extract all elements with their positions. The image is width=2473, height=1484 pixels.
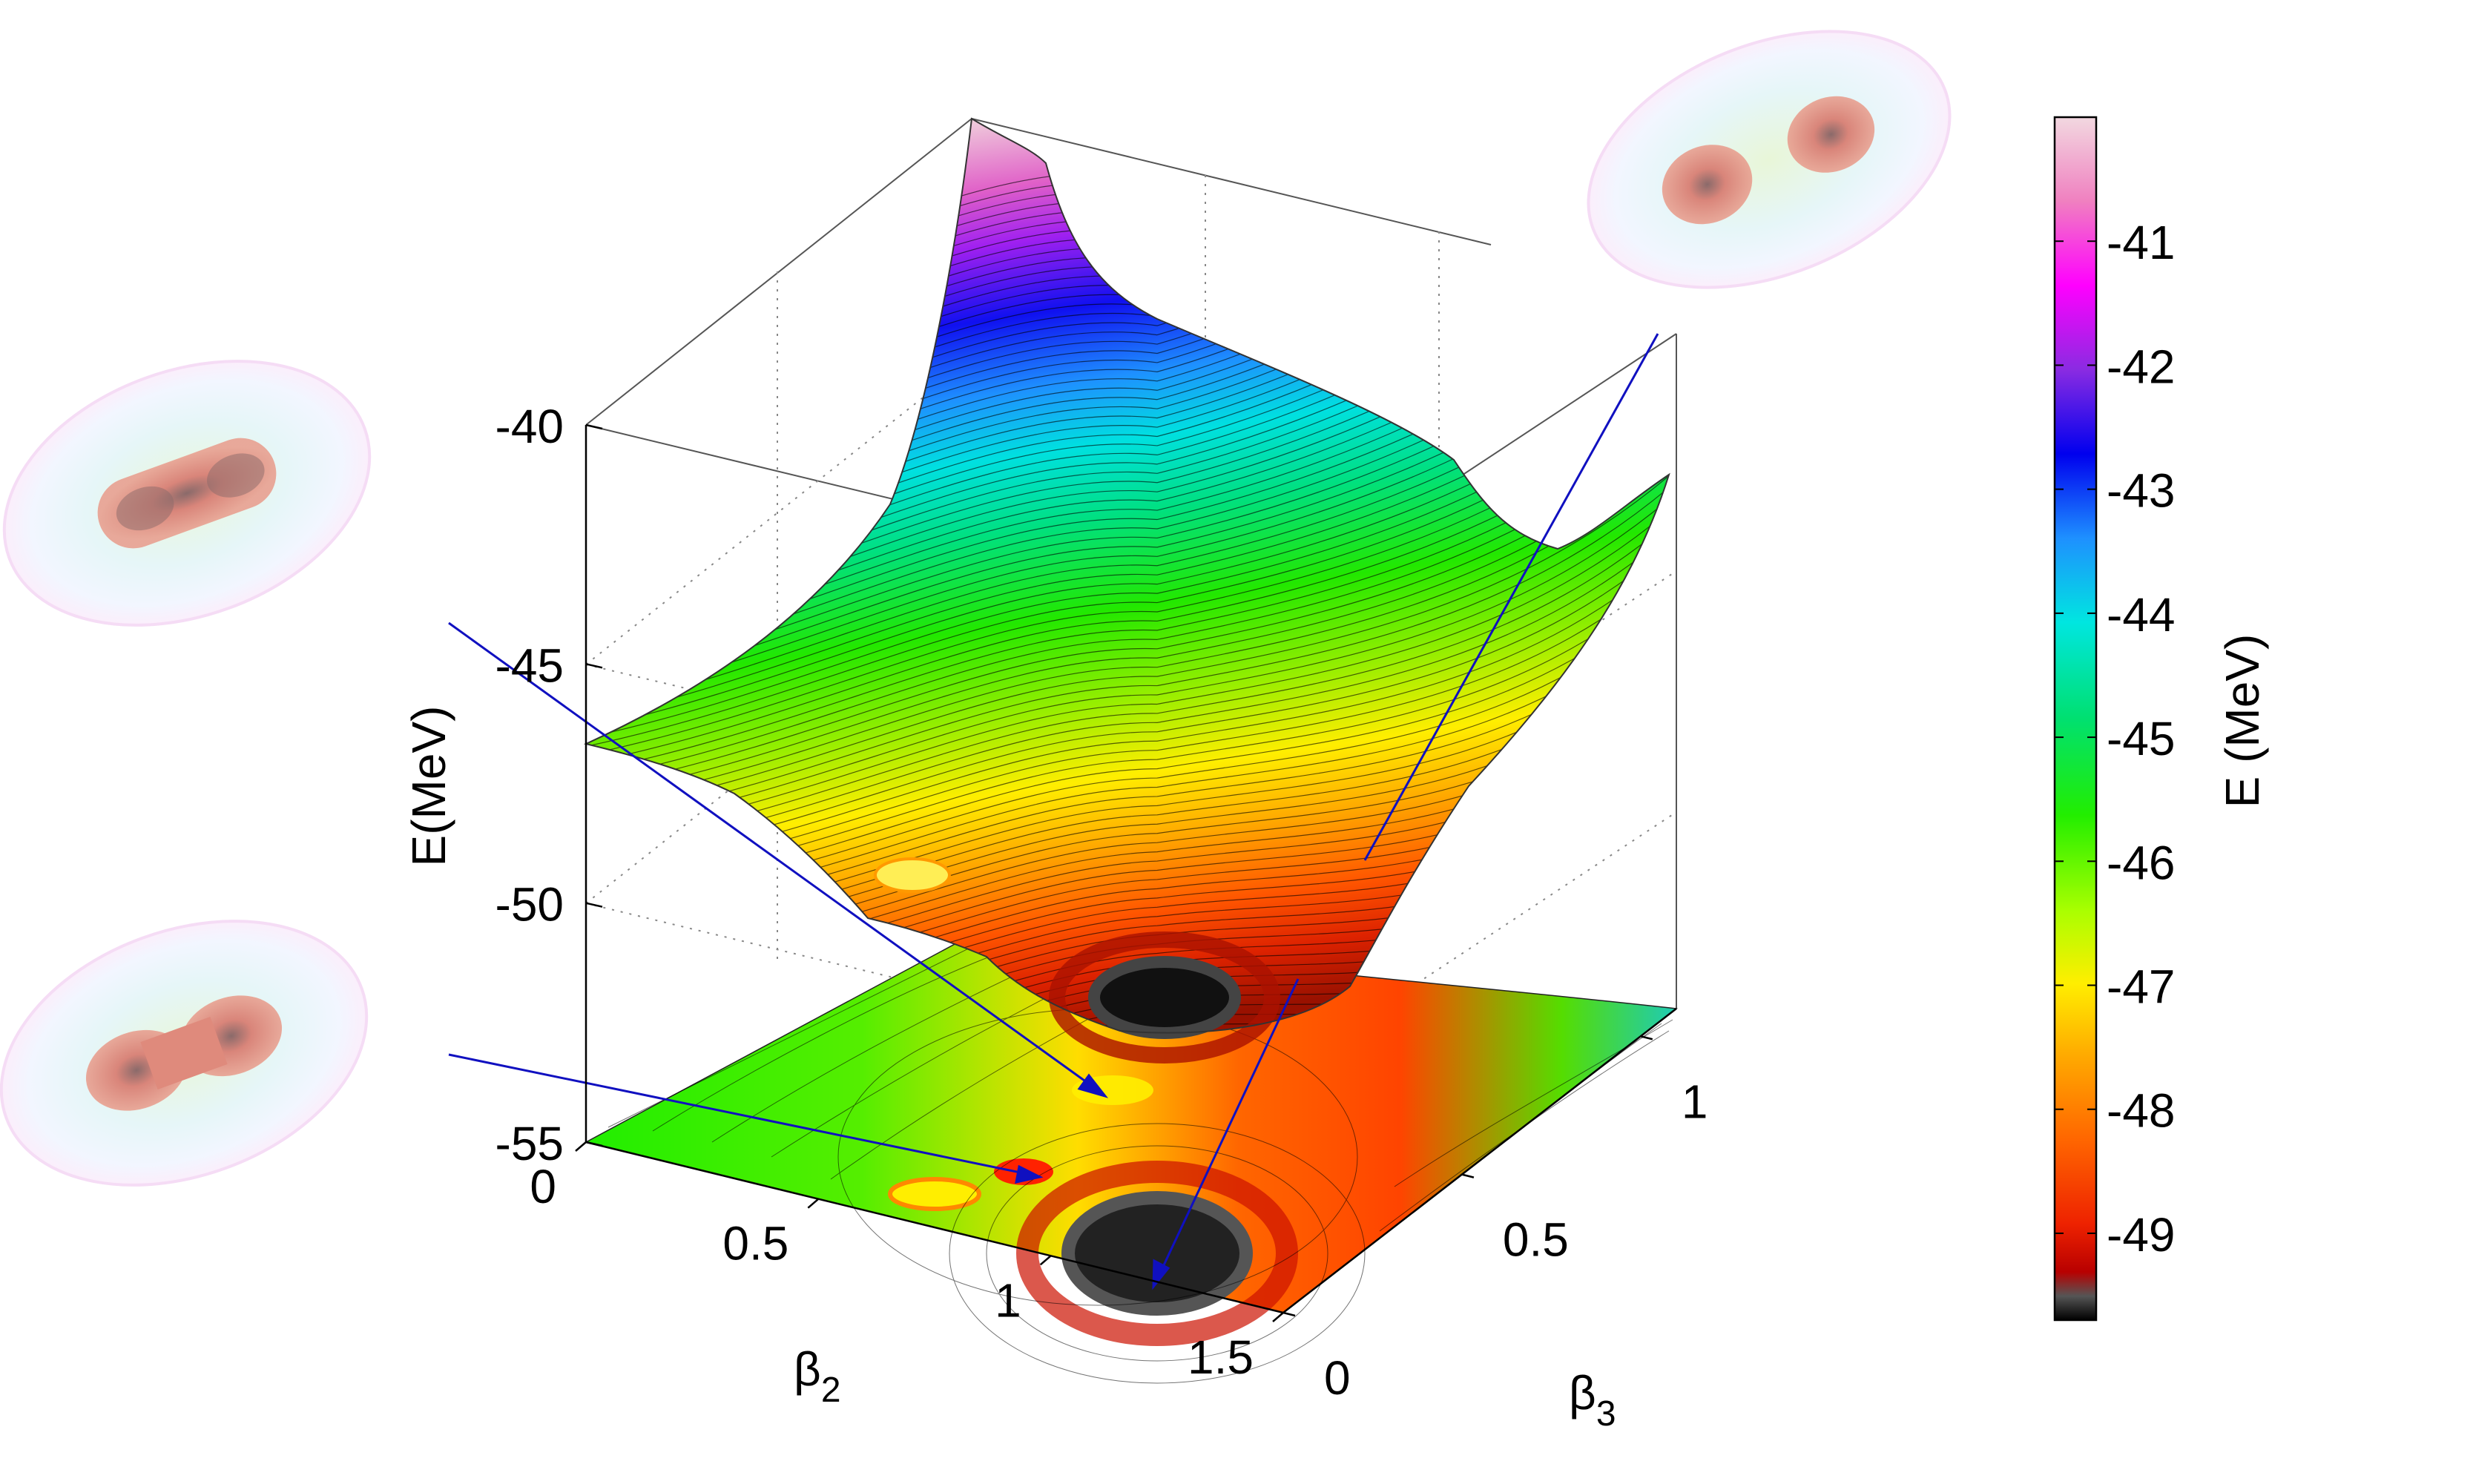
surface-contour-59 <box>586 521 1669 860</box>
surface-contour-58 <box>586 509 1669 851</box>
colorbar-tick-label-7: -48 <box>2107 1084 2176 1138</box>
colorbar-tick-label-6: -47 <box>2107 960 2176 1014</box>
x-tick-mark-1 <box>807 1198 820 1209</box>
x-axis: 0 0.5 1 1.5 β2 <box>530 1141 1284 1410</box>
colorbar-tick-label-3: -44 <box>2107 588 2176 642</box>
z-tick-mark-0 <box>585 423 603 430</box>
y-axis-label: β3 <box>1569 1366 1616 1434</box>
x-tick-mark-2 <box>1039 1255 1052 1266</box>
density-inset-top-right <box>1587 30 1952 289</box>
floor-minimum-black <box>1061 1191 1253 1316</box>
z-tick-label-2: -50 <box>495 878 564 931</box>
x-tick-mark-3 <box>1272 1312 1284 1322</box>
colorbar-gradient <box>2053 116 2098 1322</box>
x-axis-label: β2 <box>794 1342 841 1410</box>
surface-contour-0 <box>586 119 1669 357</box>
x-tick-label-0: 0 <box>530 1160 556 1213</box>
y-tick-label-2: 1 <box>1682 1075 1708 1128</box>
z-axis: -40 -45 -50 -55 E(MeV) <box>402 400 603 1170</box>
z-tick-label-1: -45 <box>495 639 564 692</box>
surface-minimum-black <box>1088 956 1241 1039</box>
floor-contour-map <box>584 926 1678 1384</box>
surface-contour-56 <box>586 486 1669 834</box>
colorbar-tick-label-1: -42 <box>2107 340 2176 393</box>
y-tick-mark-0 <box>1282 1311 1296 1317</box>
energy-surface <box>585 118 1670 1063</box>
colorbar-tick-label-5: -46 <box>2107 836 2176 889</box>
density-inset-upper-left <box>2 360 372 627</box>
colorbar-tick-label-4: -45 <box>2107 712 2176 765</box>
x-tick-label-3: 1.5 <box>1188 1330 1254 1384</box>
colorbar-tick-label-0: -41 <box>2107 216 2176 269</box>
surface-contour-53 <box>586 451 1669 808</box>
surface-contour-52 <box>586 439 1669 800</box>
z-tick-mark-1 <box>585 663 603 669</box>
colorbar-tick-label-2: -43 <box>2107 464 2176 518</box>
z-tick-mark-2 <box>585 902 603 908</box>
surface-contour-55 <box>586 474 1669 825</box>
y-tick-mark-1 <box>1461 1173 1475 1178</box>
z-tick-label-3: -55 <box>495 1117 564 1170</box>
colorbar-label: E (MeV) <box>2216 634 2269 808</box>
x-tick-mark-0 <box>575 1141 587 1152</box>
surface-contour-61 <box>586 544 1669 877</box>
annotation-arrows <box>448 333 1659 1290</box>
y-tick-mark-2 <box>1640 1035 1653 1041</box>
density-inset-lower-left <box>0 920 369 1187</box>
y-tick-label-1: 0.5 <box>1503 1213 1569 1267</box>
y-axis: 0 0.5 1 β3 <box>1282 1008 1708 1434</box>
colorbar-tick-label-8: -49 <box>2107 1208 2176 1262</box>
surface-contour-57 <box>586 497 1669 842</box>
z-axis-label: E(MeV) <box>402 706 455 867</box>
y-tick-label-0: 0 <box>1324 1351 1351 1405</box>
surface-contour-60 <box>586 532 1669 868</box>
surface-contour-62 <box>586 555 1669 885</box>
x-tick-label-1: 0.5 <box>722 1217 788 1270</box>
surface-contour-51 <box>586 428 1669 791</box>
surface-contour-54 <box>586 463 1669 817</box>
colorbar: -41 -42 -43 -44 -45 -46 -47 -48 -49 E (MeV) <box>2053 116 2269 1322</box>
z-tick-label-0: -40 <box>495 400 564 453</box>
x-tick-label-2: 1 <box>995 1273 1021 1327</box>
